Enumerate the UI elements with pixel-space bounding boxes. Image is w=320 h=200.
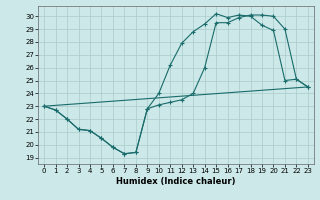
X-axis label: Humidex (Indice chaleur): Humidex (Indice chaleur) [116,177,236,186]
